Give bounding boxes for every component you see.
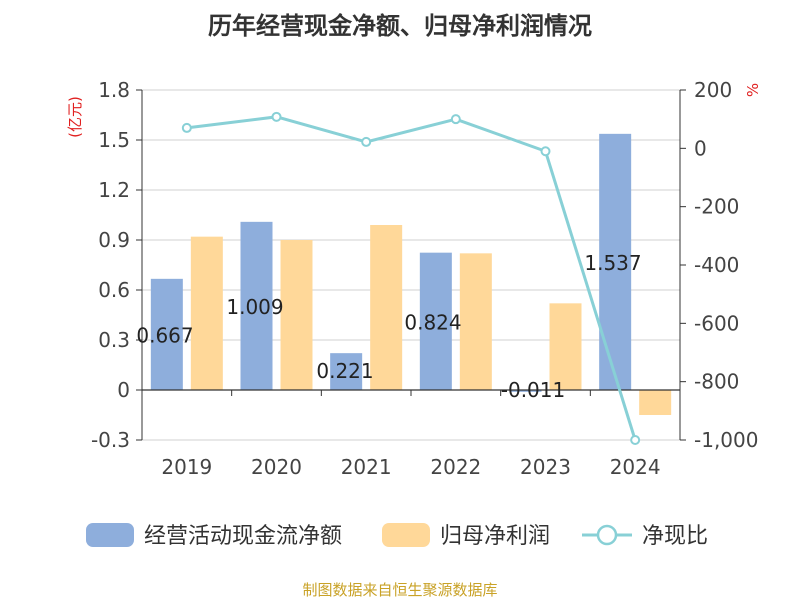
right-tick-label: 0 xyxy=(694,136,707,160)
cashflow-data-label: 0.824 xyxy=(404,310,461,334)
profit-bar xyxy=(280,240,313,390)
legend-label-ratio: 净现比 xyxy=(642,524,708,549)
source-note: 制图数据来自恒生聚源数据库 xyxy=(302,581,497,599)
left-tick-label: 0.6 xyxy=(98,278,130,302)
profit-bar xyxy=(190,236,223,390)
cashflow-bar xyxy=(150,278,183,390)
x-tick-label: 2021 xyxy=(341,455,392,479)
left-tick-label: 0.9 xyxy=(98,228,130,252)
cashflow-bar xyxy=(419,252,452,390)
cashflow-data-label: 1.537 xyxy=(584,251,641,275)
right-tick-label: 200 xyxy=(694,78,732,102)
right-tick-label: -1,000 xyxy=(694,428,758,452)
cashflow-data-label: -0.011 xyxy=(501,378,565,402)
left-tick-label: 1.8 xyxy=(98,78,130,102)
ratio-point xyxy=(450,114,461,125)
left-tick-label: 0 xyxy=(117,378,130,402)
legend-swatch-profit xyxy=(382,523,430,547)
x-tick-label: 2022 xyxy=(430,455,481,479)
ratio-point xyxy=(540,146,551,157)
x-tick-label: 2023 xyxy=(520,455,571,479)
profit-bar xyxy=(370,225,403,390)
left-tick-label: 0.3 xyxy=(98,328,130,352)
cashflow-data-label: 0.221 xyxy=(316,359,373,383)
right-tick-label: -800 xyxy=(694,370,739,394)
cashflow-bar xyxy=(330,353,363,390)
legend-swatch-cashflow xyxy=(86,523,134,547)
right-axis-label: % xyxy=(744,83,762,97)
ratio-line xyxy=(181,111,641,445)
cashflow-bar xyxy=(240,221,273,390)
cashflow-data-label: 1.009 xyxy=(226,295,283,319)
x-tick-label: 2024 xyxy=(610,455,661,479)
right-tick-label: -200 xyxy=(694,195,739,219)
cashflow-bar xyxy=(599,133,632,391)
axes: -0.3 0 0.3 0.6 0.9 1.2 1.5 1.8 -1,000 -800 -600 -40… xyxy=(91,78,759,479)
x-tick-label: 2020 xyxy=(251,455,302,479)
left-tick-label: 1.2 xyxy=(98,178,130,202)
legend-label-profit: 归母净利润 xyxy=(440,524,550,549)
profit-bar xyxy=(549,303,582,390)
ratio-line-path xyxy=(186,115,637,441)
x-tick-label: 2019 xyxy=(161,455,212,479)
profit-bar xyxy=(639,390,672,415)
left-tick-label: -0.3 xyxy=(91,428,130,452)
legend-marker-ratio xyxy=(596,524,618,546)
legend-label-cashflow: 经营活动现金流净额 xyxy=(144,524,342,549)
left-axis-label: (亿元) xyxy=(66,96,84,138)
right-tick-label: -600 xyxy=(694,311,739,335)
bars xyxy=(150,133,672,415)
cashflow-bar xyxy=(509,390,542,392)
cashflow-data-label: 0.667 xyxy=(136,323,193,347)
right-tick-label: -400 xyxy=(694,253,739,277)
ratio-point xyxy=(630,435,641,445)
ratio-point xyxy=(181,122,192,133)
left-tick-label: 1.5 xyxy=(98,128,130,152)
legend: 经营活动现金流净额 归母净利润 净现比 xyxy=(86,523,708,549)
profit-bar xyxy=(459,253,492,390)
data-labels: 0.667 1.009 0.221 0.824 -0.011 1.537 xyxy=(136,251,641,402)
ratio-point xyxy=(271,111,282,122)
chart-title: 历年经营现金净额、归母净利润情况 xyxy=(208,12,592,40)
ratio-point xyxy=(361,136,372,147)
